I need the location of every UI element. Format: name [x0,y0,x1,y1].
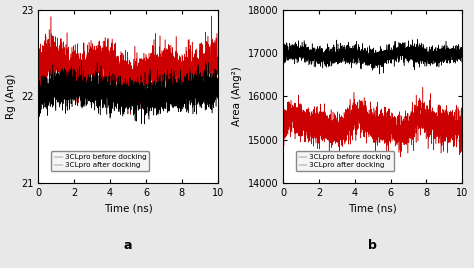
3CLpro before docking [104,75,110,78]
3CLpro after docking [112,105,118,108]
3CLpro after docking [78,58,84,61]
3CLpro before docking [192,63,198,66]
3CLpro before docking [56,58,62,61]
3CLpro before docking [437,47,442,51]
3CLpro after docking [311,115,317,118]
3CLpro before docking [349,50,355,53]
3CLpro after docking [420,85,426,89]
Y-axis label: Area (Ang²): Area (Ang²) [232,67,242,126]
3CLpro after docking [459,137,465,140]
3CLpro after docking [67,82,73,85]
3CLpro after docking [142,122,147,126]
Legend: 3CLpro before docking, 3CLpro after docking: 3CLpro before docking, 3CLpro after dock… [296,151,394,171]
3CLpro after docking [357,116,363,119]
3CLpro before docking [301,51,307,55]
X-axis label: Time (ns): Time (ns) [348,204,397,214]
3CLpro after docking [36,107,41,110]
3CLpro after docking [327,161,332,164]
3CLpro after docking [280,117,286,120]
3CLpro before docking [357,57,363,60]
Y-axis label: Rg (Ang): Rg (Ang) [6,74,16,119]
3CLpro after docking [215,96,220,100]
3CLpro before docking [215,61,220,64]
Legend: 3CLpro before docking, 3CLpro after docking: 3CLpro before docking, 3CLpro after dock… [51,151,149,171]
3CLpro after docking [437,118,442,121]
Text: b: b [368,239,377,252]
3CLpro after docking [301,109,307,112]
3CLpro after docking [192,90,198,93]
3CLpro before docking [211,51,217,54]
Line: 3CLpro after docking: 3CLpro after docking [38,60,218,124]
Line: 3CLpro before docking: 3CLpro before docking [283,39,462,74]
3CLpro before docking [311,55,317,58]
3CLpro before docking [376,73,382,76]
3CLpro after docking [56,96,62,99]
3CLpro before docking [67,87,73,90]
3CLpro after docking [349,125,355,128]
X-axis label: Time (ns): Time (ns) [104,204,153,214]
3CLpro before docking [131,114,137,117]
3CLpro before docking [459,49,465,53]
Text: a: a [124,239,132,252]
3CLpro after docking [456,120,462,123]
Line: 3CLpro after docking: 3CLpro after docking [283,87,462,162]
3CLpro before docking [209,14,214,17]
3CLpro after docking [104,80,110,83]
3CLpro before docking [280,58,286,62]
Line: 3CLpro before docking: 3CLpro before docking [38,16,218,116]
3CLpro after docking [211,86,217,90]
3CLpro before docking [112,67,118,70]
3CLpro before docking [456,53,462,56]
3CLpro before docking [415,38,420,41]
3CLpro before docking [36,59,41,62]
